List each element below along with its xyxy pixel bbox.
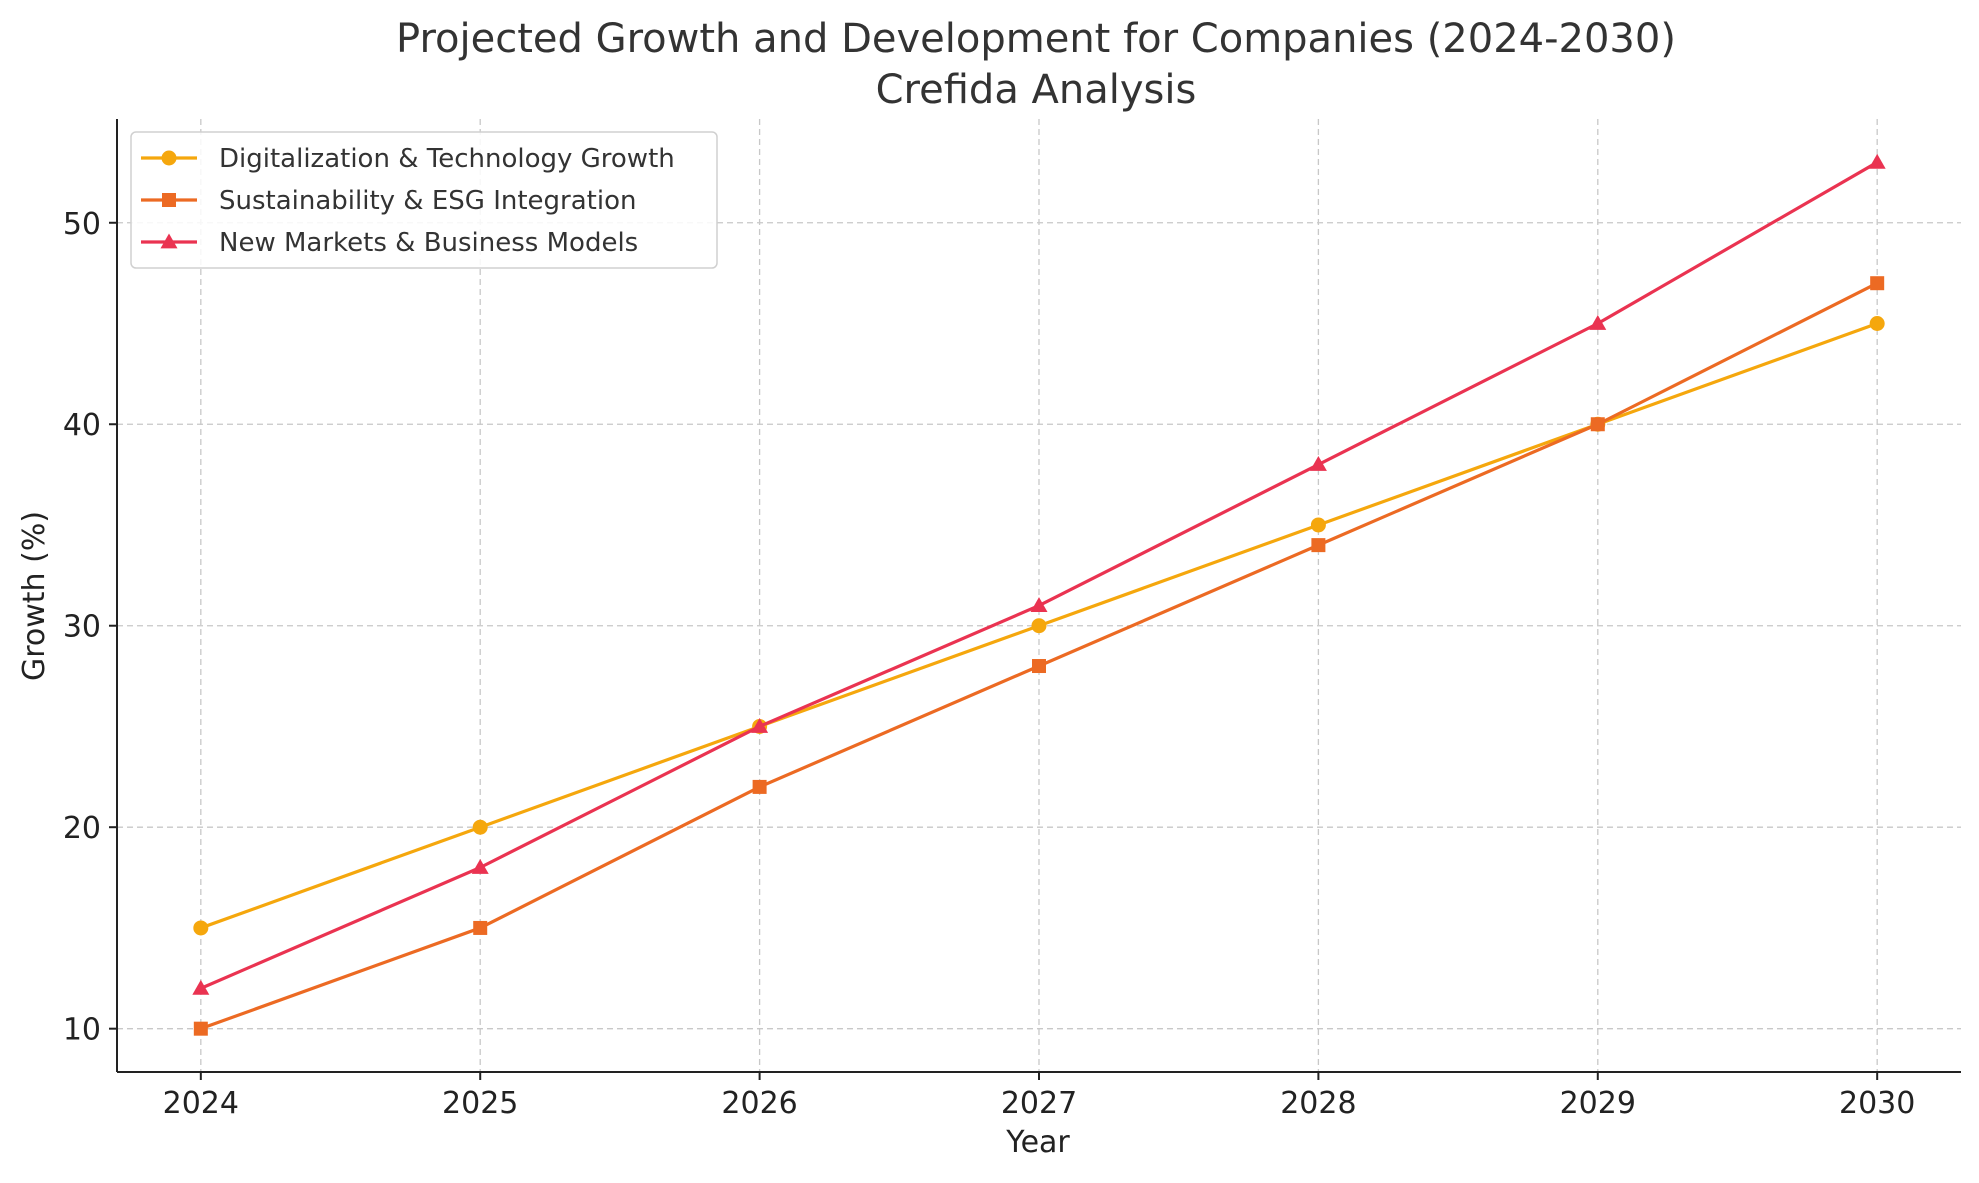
x-axis-label: Year (1005, 1125, 1070, 1160)
x-tick-label: 2025 (442, 1086, 518, 1121)
data-point (472, 819, 488, 835)
x-tick-label: 2030 (1839, 1086, 1915, 1121)
data-point (1032, 659, 1046, 674)
data-point (1868, 153, 1886, 169)
y-tick-label: 20 (63, 811, 101, 846)
data-point (1590, 417, 1605, 432)
data-point (473, 920, 488, 935)
legend-label: New Markets & Business Models (219, 228, 638, 258)
data-point (193, 920, 209, 936)
x-tick-label: 2027 (1001, 1086, 1077, 1121)
data-point (1311, 538, 1326, 553)
data-point (471, 858, 489, 874)
data-point (1031, 618, 1047, 634)
x-tick-label: 2024 (163, 1086, 239, 1121)
x-tick-label: 2029 (1560, 1086, 1636, 1121)
data-point (751, 717, 769, 733)
data-point (1870, 276, 1885, 291)
y-tick-label: 50 (63, 207, 101, 242)
chart-title: Projected Growth and Development for Com… (396, 16, 1676, 62)
data-point (752, 779, 767, 794)
y-tick-label: 10 (63, 1013, 101, 1048)
data-point (1310, 517, 1326, 533)
series-3 (192, 153, 1886, 995)
series-2 (193, 276, 1885, 1036)
data-point (1589, 315, 1607, 330)
legend-marker (162, 193, 176, 207)
legend-marker (160, 233, 178, 249)
series-line (199, 281, 1879, 1031)
y-axis-label: Growth (%) (17, 511, 52, 681)
legend-label: Sustainability & ESG Integration (219, 186, 636, 216)
legend-box (130, 131, 718, 269)
data-point (1869, 316, 1885, 332)
chart-subtitle: Crefida Analysis (876, 67, 1197, 113)
x-tick-label: 2028 (1280, 1086, 1356, 1121)
data-point (193, 1021, 208, 1036)
y-tick-label: 40 (63, 408, 101, 443)
y-tick-label: 30 (63, 610, 101, 645)
series-lines (192, 153, 1886, 1036)
legend-item: Digitalization & Technology Growth (141, 144, 675, 174)
legend-marker (161, 150, 177, 166)
legend: Digitalization & Technology Growth Sustai… (130, 131, 718, 269)
x-tick-label: 2026 (721, 1086, 797, 1121)
legend-label: Digitalization & Technology Growth (219, 144, 675, 174)
legend-item: New Markets & Business Models (141, 228, 638, 258)
legend-item: Sustainability & ESG Integration (141, 186, 636, 216)
data-point (192, 979, 210, 995)
data-point (1030, 597, 1048, 612)
data-point (1309, 456, 1327, 471)
